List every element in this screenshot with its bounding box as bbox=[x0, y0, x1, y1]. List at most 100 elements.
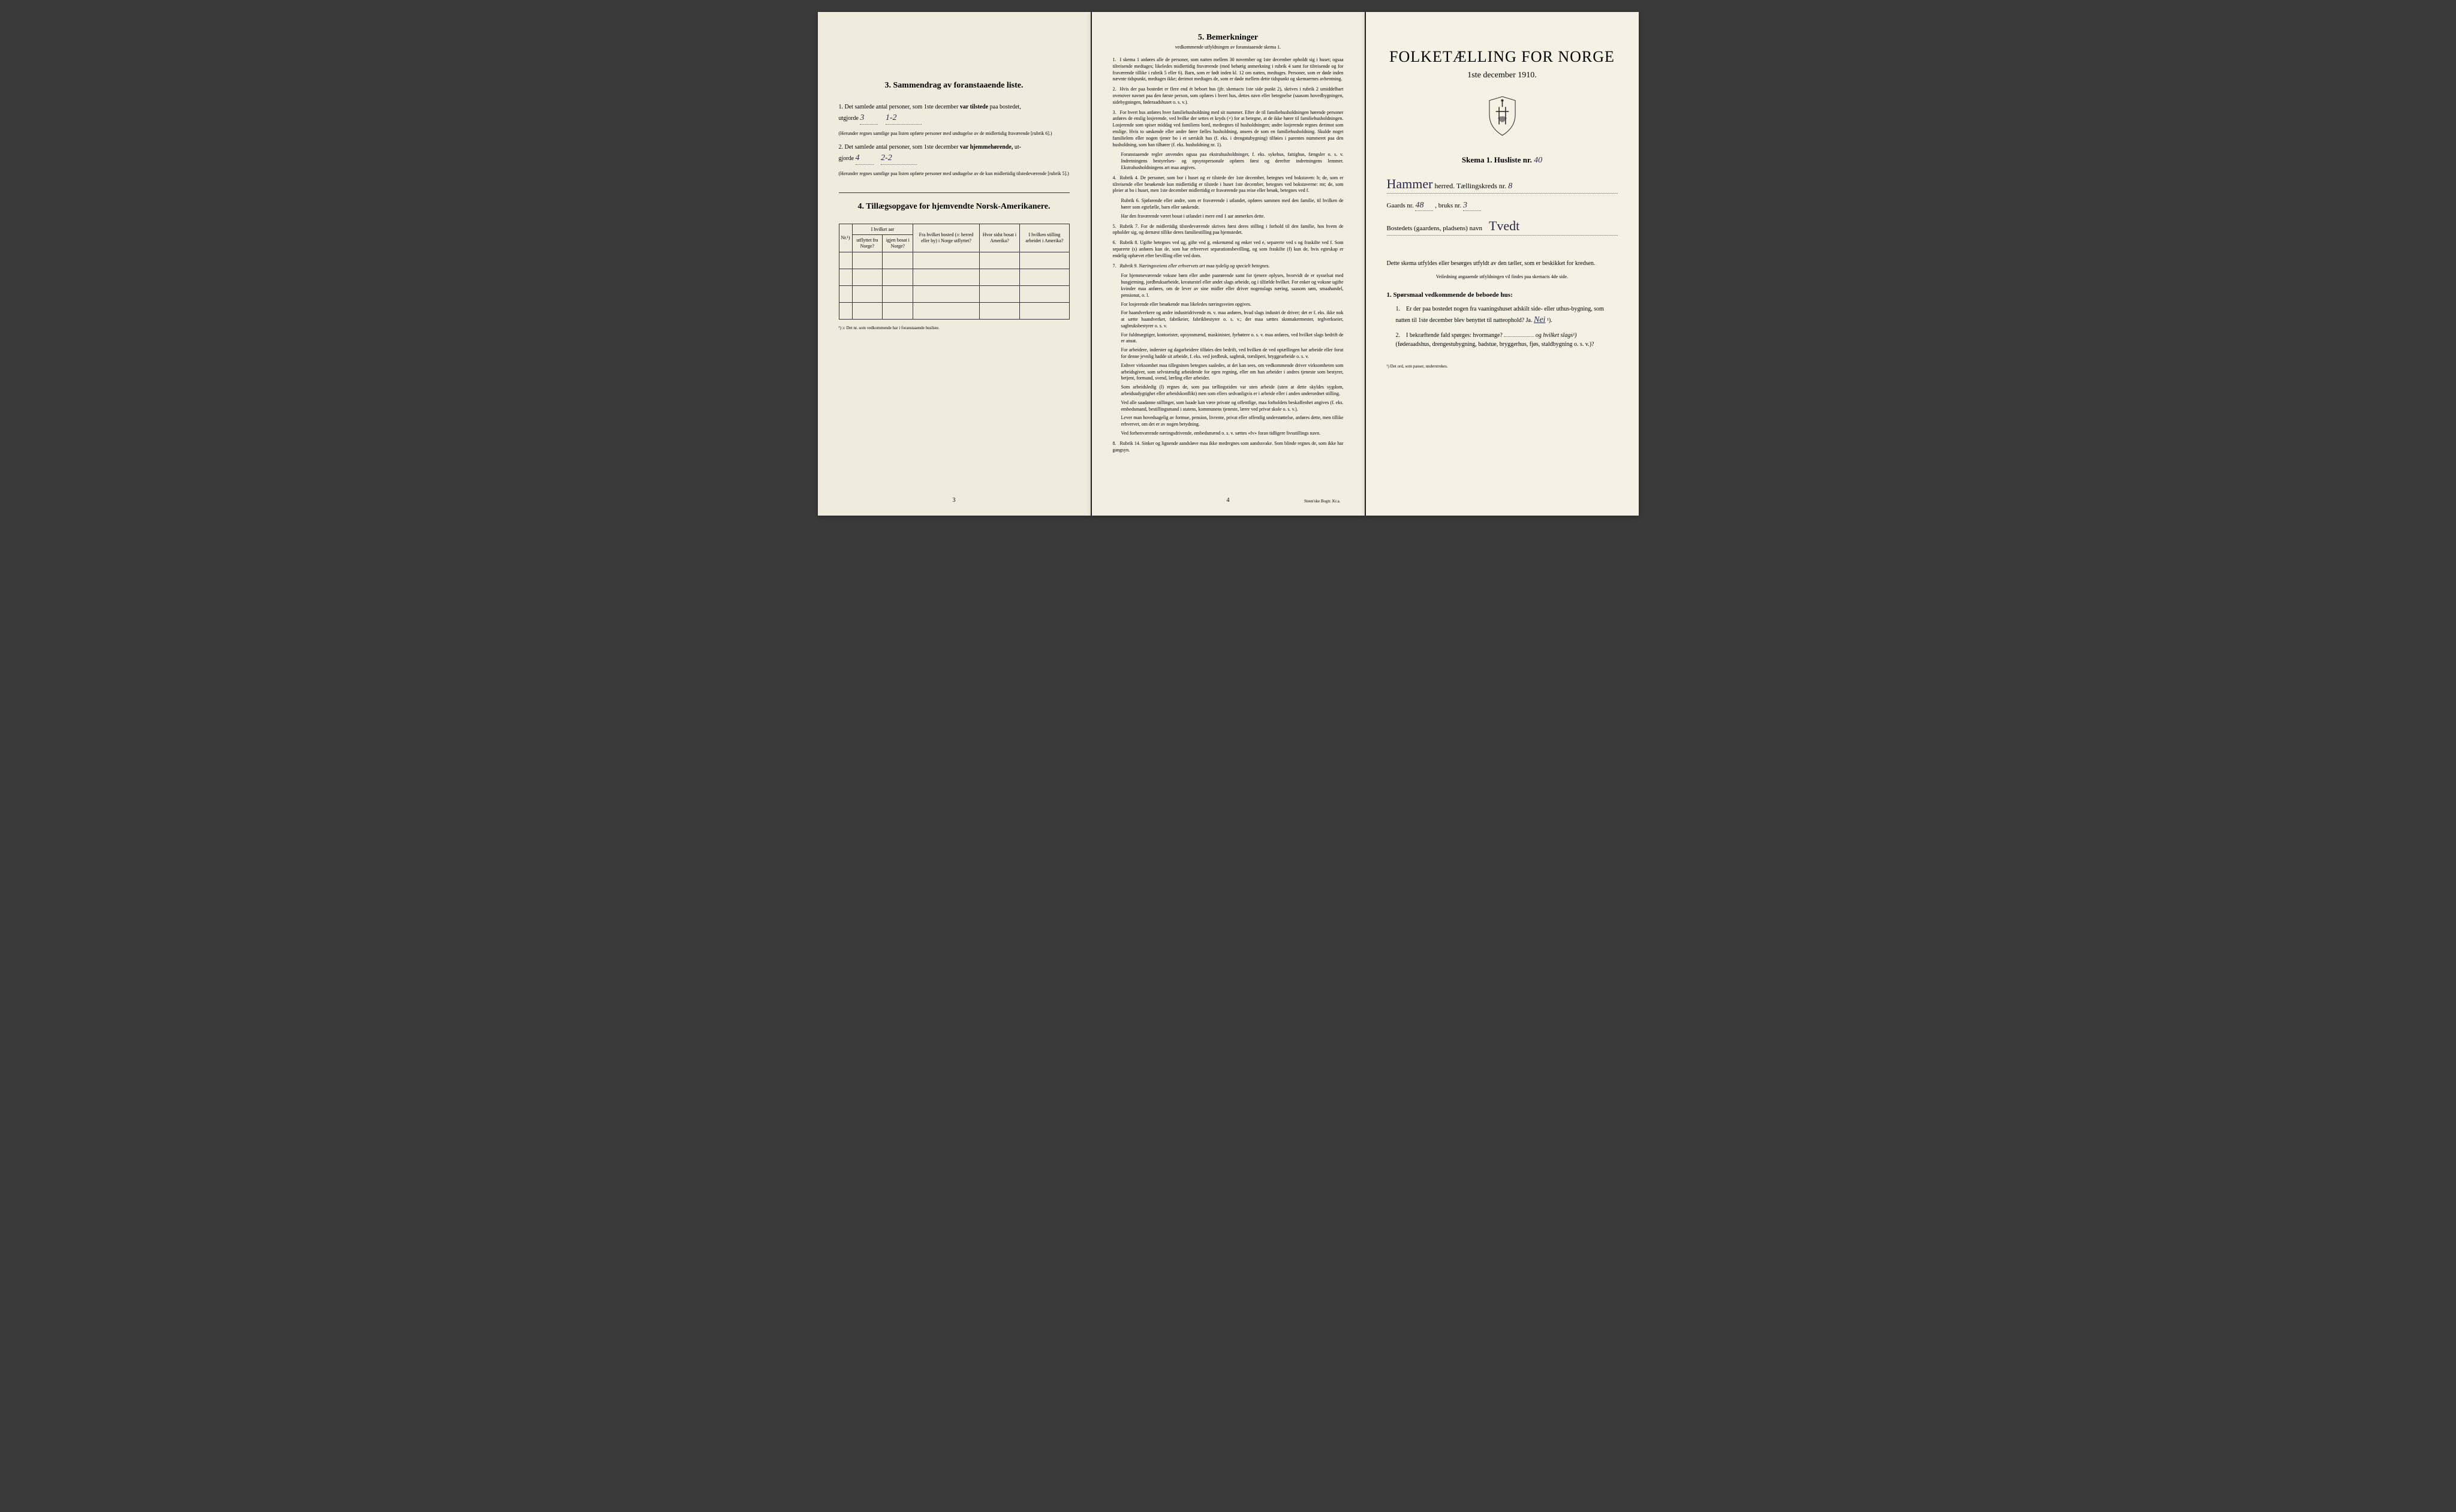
q2-suffix: (føderaadshus, drengestubygning, badstue… bbox=[1396, 341, 1594, 348]
kreds-nr: 8 bbox=[1508, 182, 1512, 191]
item1-hw1: 3 bbox=[860, 112, 878, 125]
bruks-nr: 3 bbox=[1463, 201, 1481, 211]
bosted-label: Bostedets (gaardens, pladsens) navn bbox=[1387, 225, 1482, 232]
remark-7-sub5: Enhver virksomhet maa tillegninen betegn… bbox=[1121, 363, 1344, 382]
table-row bbox=[839, 252, 1069, 269]
remark-6: 6.Rubrik 8. Ugifte betegnes ved ug, gift… bbox=[1113, 240, 1344, 259]
item1-note: (Herunder regnes samtlige paa listen opf… bbox=[839, 131, 1070, 137]
th-nr: Nr.¹) bbox=[839, 224, 852, 252]
remark-7-sub6: Som arbeidsledig (l) regnes de, som paa … bbox=[1121, 384, 1344, 397]
remark-7-sub2: For haandverkere og andre industridriven… bbox=[1121, 310, 1344, 329]
remark-4: 4.Rubrik 4. De personer, som bor i huset… bbox=[1113, 175, 1344, 194]
date-line: 1ste december 1910. bbox=[1387, 71, 1618, 80]
husliste-nr: 40 bbox=[1534, 156, 1542, 165]
herred-line: Hammer herred. Tællingskreds nr. 8 bbox=[1387, 176, 1618, 194]
remark-7-sub7: Ved alle saadanne stillinger, som baade … bbox=[1121, 400, 1344, 413]
remark-4-text: Rubrik 4. De personer, som bor i huset o… bbox=[1113, 175, 1344, 194]
item2-suffix: ut- bbox=[1015, 144, 1021, 150]
remark-1-text: I skema 1 anføres alle de personer, som … bbox=[1113, 57, 1344, 82]
subtitle: vedkommende utfyldningen av foranstaaend… bbox=[1113, 44, 1344, 50]
main-title: FOLKETÆLLING FOR NORGE bbox=[1387, 48, 1618, 66]
cover-page: FOLKETÆLLING FOR NORGE 1ste december 191… bbox=[1366, 12, 1639, 516]
remark-3-text: For hvert hus anføres hver familiehushol… bbox=[1113, 110, 1344, 147]
question-heading: 1. Spørsmaal vedkommende de beboede hus: bbox=[1387, 291, 1618, 299]
remark-7-sub9: Ved forhenværende næringsdrivende, embed… bbox=[1121, 430, 1344, 437]
th-bosted: Fra hvilket bosted (ɔ: herred eller by) … bbox=[913, 224, 979, 252]
instruction: Dette skema utfyldes eller besørges utfy… bbox=[1387, 260, 1618, 268]
th-utflyttet: utflyttet fra Norge? bbox=[852, 235, 883, 252]
item1-hw2: 1-2 bbox=[886, 112, 922, 125]
item1-line2: utgjorde bbox=[839, 115, 859, 122]
herred-name: Hammer bbox=[1387, 176, 1433, 191]
printer-mark: Steen'ske Bogtr. Kr.a. bbox=[1304, 499, 1341, 504]
remark-7: 7.Rubrik 9. Næringsveiens eller erhverve… bbox=[1113, 263, 1344, 270]
remark-7-sub1: For losjerende eller besøkende maa likel… bbox=[1121, 302, 1344, 308]
remark-7-sub0: For hjemmeværende voksne børn eller andr… bbox=[1121, 273, 1344, 299]
herred-label: herred. Tællingskreds nr. bbox=[1434, 182, 1506, 190]
remark-3-sub: Foranstaaende regler anvendes ogsaa paa … bbox=[1121, 152, 1344, 171]
bosted-name: Tvedt bbox=[1489, 218, 1519, 233]
q2-mid: og hvilket slags¹) bbox=[1536, 332, 1577, 339]
th-stilling: I hvilken stilling arbeidet i Amerika? bbox=[1020, 224, 1069, 252]
gaards-label: Gaards nr. bbox=[1387, 202, 1414, 209]
page-4: 5. Bemerkninger vedkommende utfyldningen… bbox=[1092, 12, 1365, 516]
table-row bbox=[839, 285, 1069, 302]
item2-bold: var hjemmehørende, bbox=[960, 144, 1013, 150]
section-5-heading: 5. Bemerkninger bbox=[1113, 33, 1344, 43]
remark-1: 1.I skema 1 anføres alle de personer, so… bbox=[1113, 57, 1344, 83]
bruks-label: , bruks nr. bbox=[1435, 202, 1461, 209]
document-spread: 3. Sammendrag av foranstaaende liste. 1.… bbox=[818, 12, 1639, 516]
amerikaner-table: Nr.¹) I hvilket aar Fra hvilket bosted (… bbox=[839, 224, 1070, 320]
skema-label: Skema 1. Husliste nr. bbox=[1462, 155, 1532, 164]
item2-line2: gjorde bbox=[839, 155, 854, 162]
gaards-line: Gaards nr. 48 , bruks nr. 3 bbox=[1387, 201, 1618, 211]
q1-answer: Nei bbox=[1534, 315, 1545, 324]
item1-bold: var tilstede bbox=[960, 104, 988, 110]
remark-2-text: Hvis der paa bostedet er flere end ét be… bbox=[1113, 86, 1344, 105]
table-footnote: ¹) ɔ: Det nr. som vedkommende har i fora… bbox=[839, 326, 1070, 330]
page-number: 4 bbox=[1227, 497, 1230, 504]
question-2: 2. I bekræftende fald spørges: hvormange… bbox=[1396, 331, 1618, 349]
page-3: 3. Sammendrag av foranstaaende liste. 1.… bbox=[818, 12, 1091, 516]
remark-7-sub3: For fuldmægtiger, kontorister, opsynsmæn… bbox=[1121, 332, 1344, 345]
item2-hw1: 4 bbox=[856, 152, 874, 165]
section-4-heading: 4. Tillægsopgave for hjemvendte Norsk-Am… bbox=[839, 202, 1070, 212]
remark-4-sub2: Har den fraværende været bosat i utlande… bbox=[1121, 213, 1344, 220]
item2-hw2: 2-2 bbox=[881, 152, 917, 165]
q1-text: Er der paa bostedet nogen fra vaaningshu… bbox=[1396, 306, 1604, 324]
footnote: ¹) Det ord, som passer, understrekes. bbox=[1387, 364, 1618, 369]
remark-7-sub4: For arbeidere, inderster og dagarbeidere… bbox=[1121, 347, 1344, 360]
remark-7-sub8: Lever man hovedsagelig av formue, pensio… bbox=[1121, 415, 1344, 428]
item2-prefix: 2. Det samlede antal personer, som 1ste … bbox=[839, 144, 959, 150]
item1-suffix: paa bostedet, bbox=[990, 104, 1021, 110]
table-row bbox=[839, 269, 1069, 285]
item1-prefix: 1. Det samlede antal personer, som 1ste … bbox=[839, 104, 959, 110]
th-aar: I hvilket aar bbox=[852, 224, 913, 235]
th-amerika: Hvor sidst bosat i Amerika? bbox=[979, 224, 1020, 252]
gaards-nr: 48 bbox=[1415, 201, 1433, 211]
table-section: Nr.¹) I hvilket aar Fra hvilket bosted (… bbox=[839, 224, 1070, 320]
coat-of-arms-icon bbox=[1387, 95, 1618, 140]
remark-3: 3.For hvert hus anføres hver familiehush… bbox=[1113, 110, 1344, 149]
bosted-line: Bostedets (gaardens, pladsens) navn Tved… bbox=[1387, 218, 1618, 236]
q1-suffix: ¹). bbox=[1547, 317, 1552, 324]
item2-note: (Herunder regnes samtlige paa listen opf… bbox=[839, 171, 1070, 177]
remark-8-text: Rubrik 14. Sinker og lignende aandsløve … bbox=[1113, 441, 1344, 453]
divider bbox=[839, 192, 1070, 193]
remark-7-text: Rubrik 9. Næringsveiens eller erhvervets… bbox=[1120, 263, 1270, 269]
item-2: 2. Det samlede antal personer, som 1ste … bbox=[839, 143, 1070, 165]
q2-blank bbox=[1504, 336, 1534, 337]
table-row bbox=[839, 302, 1069, 319]
q2-text: I bekræftende fald spørges: hvormange? bbox=[1406, 332, 1503, 339]
remark-2: 2.Hvis der paa bostedet er flere end ét … bbox=[1113, 86, 1344, 106]
remark-6-text: Rubrik 8. Ugifte betegnes ved ug, gifte … bbox=[1113, 240, 1344, 258]
remark-5: 5.Rubrik 7. For de midlertidig tilstedev… bbox=[1113, 224, 1344, 237]
question-1: 1. Er der paa bostedet nogen fra vaaning… bbox=[1396, 305, 1618, 326]
skema-line: Skema 1. Husliste nr. 40 bbox=[1387, 155, 1618, 165]
remark-8: 8.Rubrik 14. Sinker og lignende aandsløv… bbox=[1113, 441, 1344, 454]
remark-5-text: Rubrik 7. For de midlertidig tilstedevær… bbox=[1113, 224, 1344, 236]
remark-4-sub1: Rubrik 6. Sjøfarende eller andre, som er… bbox=[1121, 198, 1344, 211]
veiledning: Veiledning angaaende utfyldningen vil fi… bbox=[1387, 274, 1618, 279]
page-number: 3 bbox=[953, 497, 956, 504]
th-bosat: igjen bosat i Norge? bbox=[883, 235, 913, 252]
